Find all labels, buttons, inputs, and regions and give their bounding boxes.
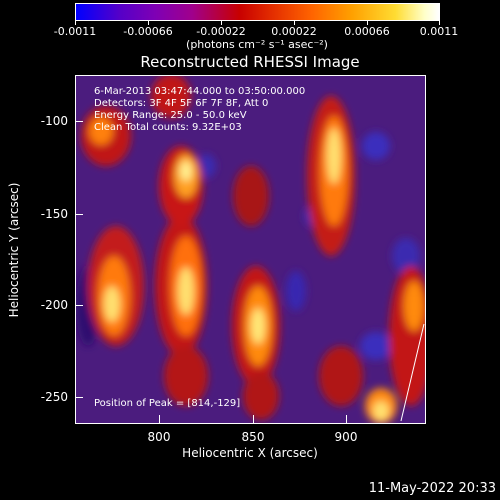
colorbar-tick-label: -0.00022 [196,25,246,38]
colorbar-tick [367,20,368,25]
colorbar-tick [221,20,222,25]
info-peak-position: Position of Peak = [814,-129] [94,398,241,409]
intensity-blobs [76,76,425,423]
low-intensity-region [286,271,306,311]
emission-region [151,76,191,118]
intensity-map [76,76,425,423]
emission-region [164,346,208,406]
colorbar-tick [148,20,149,25]
colorbar-tick-label: -0.0011 [53,25,97,38]
emission-peak [104,286,120,322]
low-intensity-region [360,332,392,360]
solar-limb-line [400,323,425,422]
emission-peak [373,401,389,421]
emission-peak [327,128,341,184]
colorbar-tick [294,20,295,25]
x-axis-label: Heliocentric X (arcsec) [182,446,318,460]
x-tick-label: 900 [334,430,358,444]
y-tick-label: -250 [40,390,68,404]
y-tick-mark [75,121,83,122]
timestamp: 11-May-2022 20:33 [368,481,496,496]
colorbar-tick-label: 0.00022 [271,25,317,38]
y-tick-mark [75,214,83,215]
emission-region [404,281,424,331]
y-tick-label: -200 [40,298,68,312]
emission-peak [251,308,265,344]
info-clean-counts: Clean Total counts: 9.32E+03 [94,122,242,133]
y-tick-mark [75,397,83,398]
emission-peak [180,161,192,181]
emission-region [319,346,363,406]
info-energy-range: Energy Range: 25.0 - 50.0 keV [94,110,247,121]
emission-peak [178,267,194,315]
emission-region [89,117,113,145]
x-tick-mark [253,415,254,423]
x-tick-label: 800 [147,430,171,444]
info-detectors: Detectors: 3F 4F 5F 6F 7F 8F, Att 0 [94,98,269,109]
plot-title: Reconstructed RHESSI Image [140,53,360,71]
emission-region [243,372,279,420]
x-tick-mark [346,415,347,423]
colorbar-tick [75,20,76,25]
colorbar-tick-label: 0.0011 [419,25,459,38]
y-tick-mark [75,305,83,306]
x-tick-label: 850 [241,430,265,444]
y-axis-label: Heliocentric Y (arcsec) [7,182,21,318]
y-tick-label: -100 [40,114,68,128]
info-time-range: 6-Mar-2013 03:47:44.000 to 03:50:00.000 [94,86,306,97]
y-tick-label: -150 [40,207,68,221]
emission-region [233,166,269,226]
colorbar [75,3,440,21]
image-plot: 6-Mar-2013 03:47:44.000 to 03:50:00.000 … [75,75,426,424]
x-tick-mark [159,415,160,423]
low-intensity-region [392,238,420,274]
colorbar-tick [439,20,440,25]
colorbar-tick-label: 0.00066 [344,25,390,38]
colorbar-units: (photons cm⁻² s⁻¹ asec⁻²) [186,38,328,51]
colorbar-tick-label: -0.00066 [123,25,173,38]
low-intensity-region [362,132,390,160]
